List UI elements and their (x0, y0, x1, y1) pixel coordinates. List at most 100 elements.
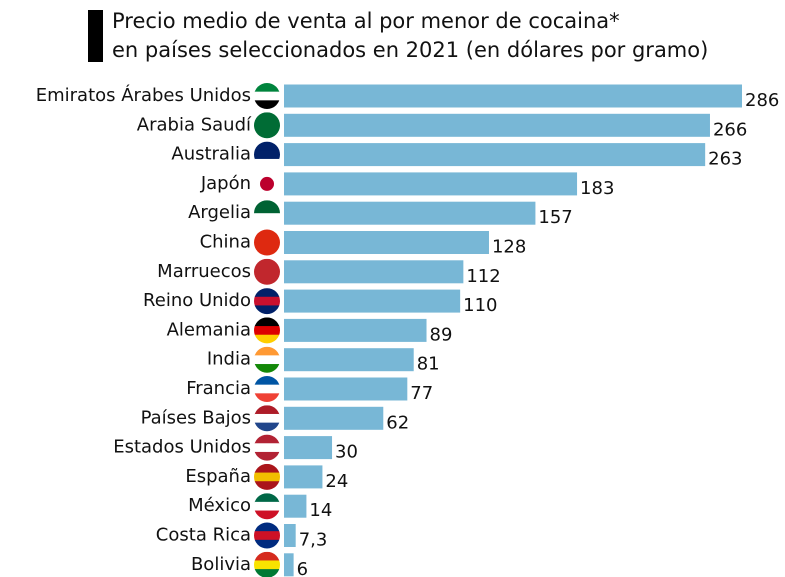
chart-title: en países seleccionados en 2021 (en dóla… (112, 38, 708, 62)
bar (284, 201, 536, 225)
y-tick-label: Reino Unido (143, 290, 251, 311)
flag-stripe (254, 463, 280, 474)
bar (284, 289, 461, 313)
flag-stripe (254, 413, 280, 424)
flag-stripe (254, 493, 280, 503)
flag-stripe (254, 451, 280, 461)
flag-stripe (254, 560, 280, 570)
flag-stripe (254, 501, 280, 512)
y-tick-label: Emiratos Árabes Unidos (36, 84, 251, 106)
value-label: 6 (297, 559, 308, 577)
bar (284, 172, 578, 196)
value-label: 24 (325, 471, 348, 492)
flag-stripe (254, 288, 280, 298)
flag-stripe (254, 364, 280, 373)
flag-stripe (254, 305, 280, 315)
flag-stripe (254, 296, 280, 306)
flag (254, 434, 280, 461)
flag-stripe (254, 158, 280, 168)
flag-stripe (254, 213, 280, 227)
flag-stripe (254, 393, 280, 402)
y-tick-label: India (207, 349, 251, 370)
flag (254, 141, 280, 168)
flag-stripe (254, 91, 280, 101)
flag-stripe (254, 481, 280, 490)
value-label: 7,3 (299, 530, 328, 551)
flag (254, 346, 280, 373)
value-label: 110 (463, 295, 497, 316)
flag (254, 317, 280, 344)
y-tick-label: Alemania (167, 319, 251, 340)
y-tick-label: Australia (171, 144, 251, 165)
flag-stripe (254, 100, 280, 109)
y-tick-label: México (188, 495, 251, 516)
flag-stripe (254, 229, 280, 256)
flag-stripe (254, 326, 280, 336)
flag-stripe (254, 334, 280, 344)
flag-stripe (254, 510, 280, 520)
bar (284, 524, 296, 547)
flag-stripe (254, 141, 280, 151)
y-tick-label: España (185, 466, 251, 487)
bar (284, 494, 307, 518)
bar (284, 84, 742, 108)
flag-stripe (254, 531, 280, 541)
bar (284, 377, 408, 401)
y-tick-label: Francia (186, 378, 251, 399)
flag (254, 493, 280, 520)
flag-stripe (254, 405, 280, 415)
flag-stripe (254, 384, 280, 394)
flag (254, 200, 280, 227)
flag (254, 229, 280, 256)
bar (284, 348, 414, 372)
bar (284, 553, 294, 577)
chart-title: Precio medio de venta al por menor de co… (112, 9, 620, 33)
value-label: 112 (466, 266, 500, 287)
value-label: 128 (492, 237, 526, 258)
flag-stripe (254, 569, 280, 577)
flag-stripe (254, 258, 280, 285)
flag-stripe (254, 112, 280, 139)
value-label: 77 (410, 383, 433, 404)
flag-dot (260, 176, 274, 191)
y-tick-label: Japón (200, 173, 251, 194)
value-label: 62 (386, 412, 409, 433)
flag-stripe (254, 355, 280, 365)
bar (284, 231, 489, 254)
value-label: 266 (713, 119, 747, 140)
flag-stripe (254, 317, 280, 327)
bar (284, 260, 464, 284)
flag-stripe (254, 472, 280, 482)
flag-stripe (254, 150, 280, 160)
value-label: 183 (580, 178, 614, 199)
title-marker (88, 10, 103, 62)
flag (254, 551, 280, 577)
value-label: 286 (745, 90, 779, 111)
y-tick-label: Marruecos (157, 261, 251, 282)
bar (284, 406, 384, 430)
flag (254, 463, 280, 490)
value-label: 157 (538, 207, 572, 228)
flag-stripe (254, 434, 280, 444)
y-tick-label: China (200, 232, 251, 253)
flag (254, 83, 280, 109)
value-label: 81 (417, 354, 440, 375)
value-label: 30 (335, 442, 358, 463)
flag (254, 288, 280, 315)
flag-stripe (254, 83, 280, 93)
bar (284, 465, 323, 489)
flag (254, 405, 280, 432)
flag (254, 376, 280, 402)
value-label: 89 (430, 324, 453, 345)
flag-stripe (254, 346, 280, 356)
bar (284, 318, 427, 342)
flag (254, 258, 280, 285)
y-tick-label: Costa Rica (156, 525, 251, 546)
flag-stripe (254, 200, 280, 214)
y-tick-label: Arabia Saudí (137, 114, 252, 135)
value-label: 14 (309, 500, 332, 521)
flag-stripe (254, 551, 280, 561)
flag-stripe (254, 522, 280, 532)
y-tick-label: Argelia (188, 202, 251, 223)
